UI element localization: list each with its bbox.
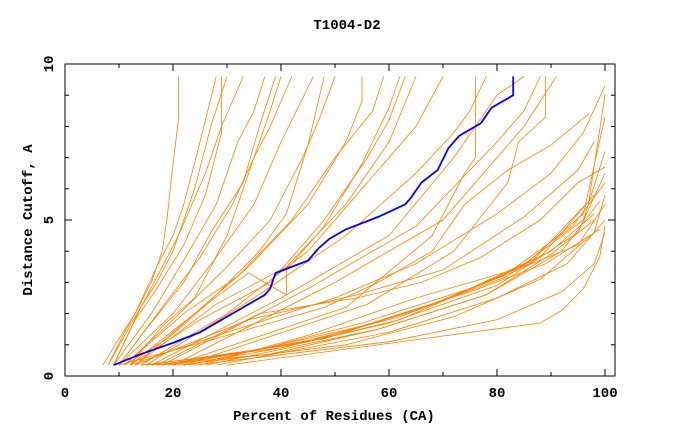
chart-title: T1004-D2 — [313, 18, 380, 34]
model-curve-19 — [145, 76, 487, 366]
model-curve-13 — [140, 76, 444, 366]
x-tick-label: 60 — [381, 386, 398, 402]
model-curve-2 — [107, 76, 217, 366]
y-tick-labels: 0 5 10 — [42, 56, 58, 381]
x-tick-label: 80 — [489, 386, 506, 402]
plot-lines — [102, 76, 606, 366]
model-curve-14 — [129, 76, 282, 366]
model-curve-17 — [134, 76, 325, 366]
y-tick-label: 0 — [42, 372, 58, 380]
model-curve-18 — [124, 76, 401, 366]
model-curve-34 — [189, 229, 600, 366]
model-curve-33 — [183, 182, 606, 366]
x-axis-label: Percent of Residues (CA) — [233, 409, 435, 425]
model-curve-23 — [172, 76, 476, 366]
model-curve-31 — [172, 194, 595, 366]
x-tick-label: 100 — [592, 386, 617, 402]
model-curve-5 — [113, 76, 266, 366]
model-curve-1 — [102, 76, 179, 366]
y-tick-label: 10 — [42, 56, 58, 73]
model-curve-4 — [107, 76, 244, 366]
model-curve-36 — [199, 204, 606, 366]
model-curve-8 — [124, 76, 336, 366]
model-curve-40 — [129, 85, 606, 366]
model-curve-39 — [226, 226, 606, 366]
x-tick-label: 20 — [165, 386, 182, 402]
model-curve-7 — [118, 76, 314, 366]
model-curve-20 — [151, 76, 525, 366]
highlighted-model-curve — [113, 76, 515, 366]
model-curve-11 — [129, 76, 406, 366]
x-tick-labels: 0 20 40 60 80 100 — [61, 386, 618, 402]
model-curve-21 — [162, 76, 541, 366]
model-curve-24 — [183, 76, 546, 366]
model-curve-9 — [124, 76, 384, 366]
model-curve-25 — [140, 173, 606, 366]
model-curve-15 — [113, 76, 223, 366]
model-curve-38 — [216, 219, 606, 366]
axis-ticks — [64, 63, 615, 377]
y-axis-label: Distance Cutoff, A — [21, 144, 37, 296]
model-curve-6 — [118, 76, 293, 366]
model-curve-37 — [205, 219, 595, 366]
x-tick-label: 40 — [273, 386, 290, 402]
y-tick-label: 5 — [42, 216, 58, 224]
model-curve-42 — [156, 166, 606, 366]
model-curve-16 — [118, 76, 276, 366]
x-tick-label: 0 — [61, 386, 69, 402]
plot-frame — [64, 63, 616, 377]
model-curve-35 — [194, 232, 606, 366]
model-curve-41 — [135, 141, 595, 366]
model-curve-43 — [118, 113, 590, 366]
